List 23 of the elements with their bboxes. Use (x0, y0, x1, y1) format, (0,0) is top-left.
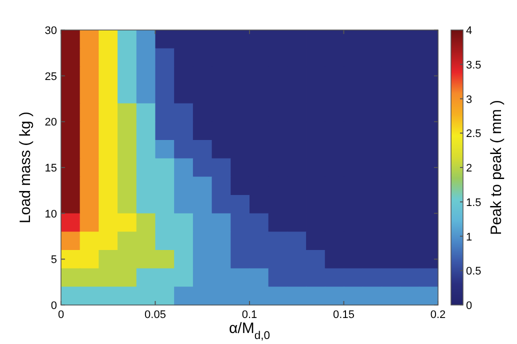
color-bar-label: 3 (466, 94, 472, 106)
color-bar-label: 2 (466, 162, 472, 174)
x-tick-label: 0.05 (144, 309, 166, 321)
color-bar-label: 1 (466, 231, 472, 244)
x-tick-label: 0.2 (430, 309, 446, 321)
color-bar-label: 1.5 (466, 196, 482, 209)
y-tick-label: 30 (44, 25, 57, 37)
x-tick-label: 0.15 (333, 309, 354, 321)
color-bar-label: 3.5 (466, 59, 482, 72)
y-tick-label: 15 (44, 162, 57, 174)
y-tick-label: 10 (44, 208, 57, 220)
color-bar-label: 0 (466, 300, 472, 312)
x-axis-title: α/M$_{d,0}$ (229, 320, 270, 342)
color-bar-title: Peak to peak ( mm ) (488, 100, 505, 236)
color-bar-label: 0.5 (466, 266, 482, 278)
y-axis-title: Load mass ( kg ) (17, 112, 34, 224)
y-tick-label: 25 (44, 70, 57, 83)
color-bar-label: 4 (466, 25, 472, 37)
color-bar-label: 2.5 (466, 128, 482, 140)
y-tick-label: 0 (50, 300, 57, 312)
y-tick-label: 5 (50, 254, 57, 266)
x-tick-label: 0.1 (242, 309, 258, 321)
y-tick-label: 20 (44, 116, 57, 129)
